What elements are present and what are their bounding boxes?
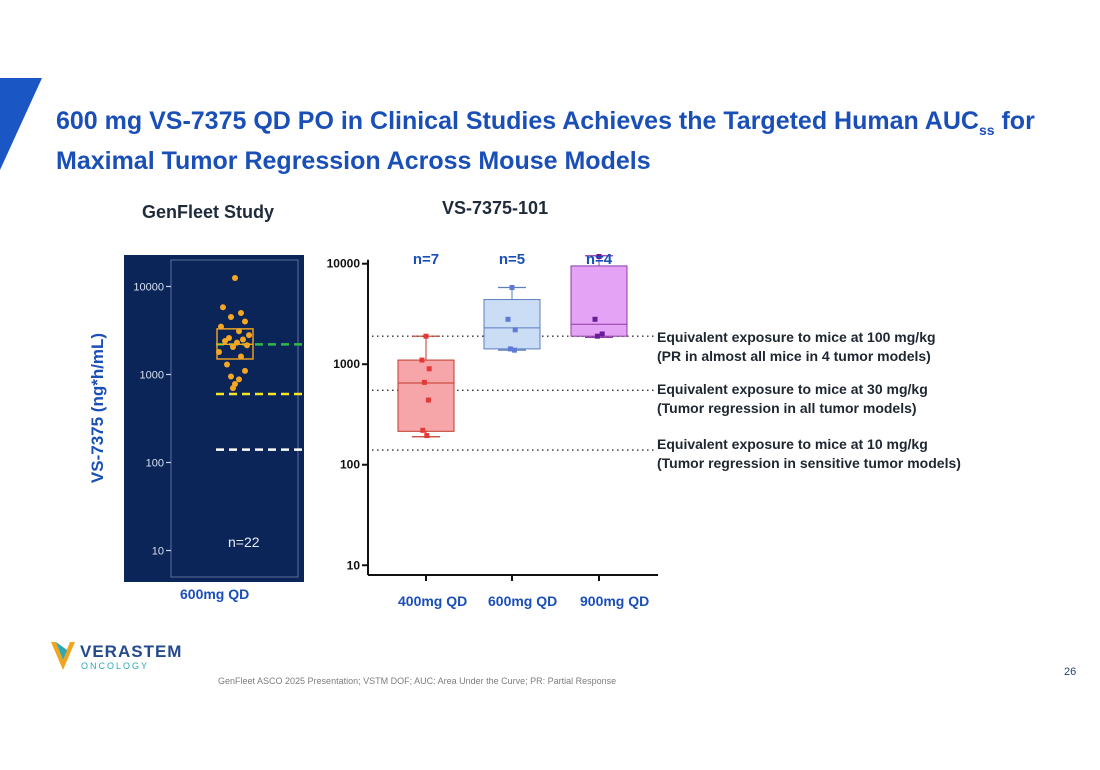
data-point — [216, 349, 222, 356]
data-point — [512, 327, 518, 333]
genfleet-chart: 10 100 1000 10000 n=22 — [124, 255, 304, 582]
data-point — [419, 357, 425, 363]
title-text-tail: for Maximal Tumor Regression Across Mous… — [56, 107, 1035, 175]
y-tick-label: 1000 — [333, 357, 360, 371]
data-point — [228, 373, 234, 380]
data-point — [218, 323, 224, 330]
verastem-logo: VERASTEM ONCOLOGY — [50, 640, 181, 677]
vs7375-101-chart: 10 100 1000 10000 n=7 n=5 n=4 — [327, 251, 658, 581]
logo-name: VERASTEM — [80, 642, 183, 661]
data-point — [236, 328, 242, 335]
y-tick-label: 100 — [340, 458, 360, 472]
n-label: n=4 — [586, 251, 613, 268]
x-category-400mg: 400mg QD — [398, 593, 468, 609]
y-tick-label: 1000 — [140, 369, 164, 381]
box-iqr — [570, 265, 628, 337]
y-tick-label: 10 — [347, 558, 361, 572]
annotation-30mgkg-line1: Equivalent exposure to mice at 30 mg/kg — [657, 381, 928, 397]
data-point — [505, 316, 511, 322]
data-point — [426, 366, 432, 372]
data-point — [592, 316, 598, 322]
y-axis-title: VS-7375 (ng*h/mL) — [88, 332, 107, 484]
verastem-v-logo-icon — [51, 642, 75, 670]
box-iqr — [397, 359, 455, 432]
data-point — [240, 336, 246, 343]
data-point — [220, 304, 226, 311]
slide-title: 600 mg VS-7375 QD PO in Clinical Studies… — [56, 106, 1066, 177]
annotation-100mgkg-line1: Equivalent exposure to mice at 100 mg/kg — [657, 329, 936, 345]
annotation-100mgkg: Equivalent exposure to mice at 100 mg/kg… — [657, 328, 936, 366]
data-point — [423, 333, 429, 339]
data-point — [234, 339, 240, 346]
n-label: n=22 — [228, 534, 260, 550]
slide-accent-shape — [0, 78, 42, 170]
footnote: GenFleet ASCO 2025 Presentation; VSTM DO… — [218, 676, 617, 686]
annotation-10mgkg: Equivalent exposure to mice at 10 mg/kg … — [657, 435, 961, 473]
genfleet-study-title: GenFleet Study — [142, 202, 275, 222]
annotation-30mgkg: Equivalent exposure to mice at 30 mg/kg … — [657, 380, 928, 418]
title-text-main: 600 mg VS-7375 QD PO in Clinical Studies… — [56, 107, 979, 135]
annotation-10mgkg-line2: (Tumor regression in sensitive tumor mod… — [657, 455, 961, 471]
annotation-10mgkg-line1: Equivalent exposure to mice at 10 mg/kg — [657, 436, 928, 452]
data-point — [230, 385, 236, 392]
plot-frame — [170, 259, 299, 578]
data-point — [425, 397, 431, 403]
title-subscript: ss — [978, 122, 995, 138]
data-point — [424, 433, 430, 439]
data-point — [224, 361, 230, 368]
y-tick-label: 100 — [146, 458, 164, 470]
annotation-100mgkg-line2: (PR in almost all mice in 4 tumor models… — [657, 348, 931, 364]
x-category-900mg: 900mg QD — [580, 593, 650, 609]
box-iqr — [483, 299, 541, 350]
data-point — [509, 284, 515, 290]
data-point — [421, 379, 427, 385]
data-point — [230, 344, 236, 351]
page-number: 26 — [1064, 666, 1077, 678]
data-point — [244, 342, 250, 349]
n-label: n=7 — [413, 251, 439, 268]
data-point — [511, 347, 517, 353]
panel-background — [124, 255, 304, 582]
data-point — [246, 332, 252, 339]
vs-7375-101-title: VS-7375-101 — [442, 198, 549, 218]
data-point — [228, 314, 234, 321]
data-point — [238, 353, 244, 360]
y-tick-label: 10 — [152, 546, 164, 558]
data-point — [596, 253, 602, 259]
data-point — [242, 367, 248, 374]
data-point — [236, 376, 242, 383]
data-point — [507, 346, 513, 352]
data-point — [594, 333, 600, 339]
y-tick-label: 10000 — [327, 257, 361, 271]
data-point — [242, 318, 248, 325]
data-point — [222, 338, 228, 345]
data-point — [238, 309, 244, 316]
annotation-30mgkg-line2: (Tumor regression in all tumor models) — [657, 400, 917, 416]
data-point — [232, 274, 238, 281]
data-point — [420, 427, 426, 433]
n-label: n=5 — [499, 251, 525, 268]
x-category-600mg: 600mg QD — [488, 593, 558, 609]
y-tick-label: 10000 — [133, 281, 164, 293]
genfleet-x-category: 600mg QD — [180, 586, 250, 602]
data-point — [599, 331, 605, 337]
logo-subtitle: ONCOLOGY — [81, 661, 150, 671]
